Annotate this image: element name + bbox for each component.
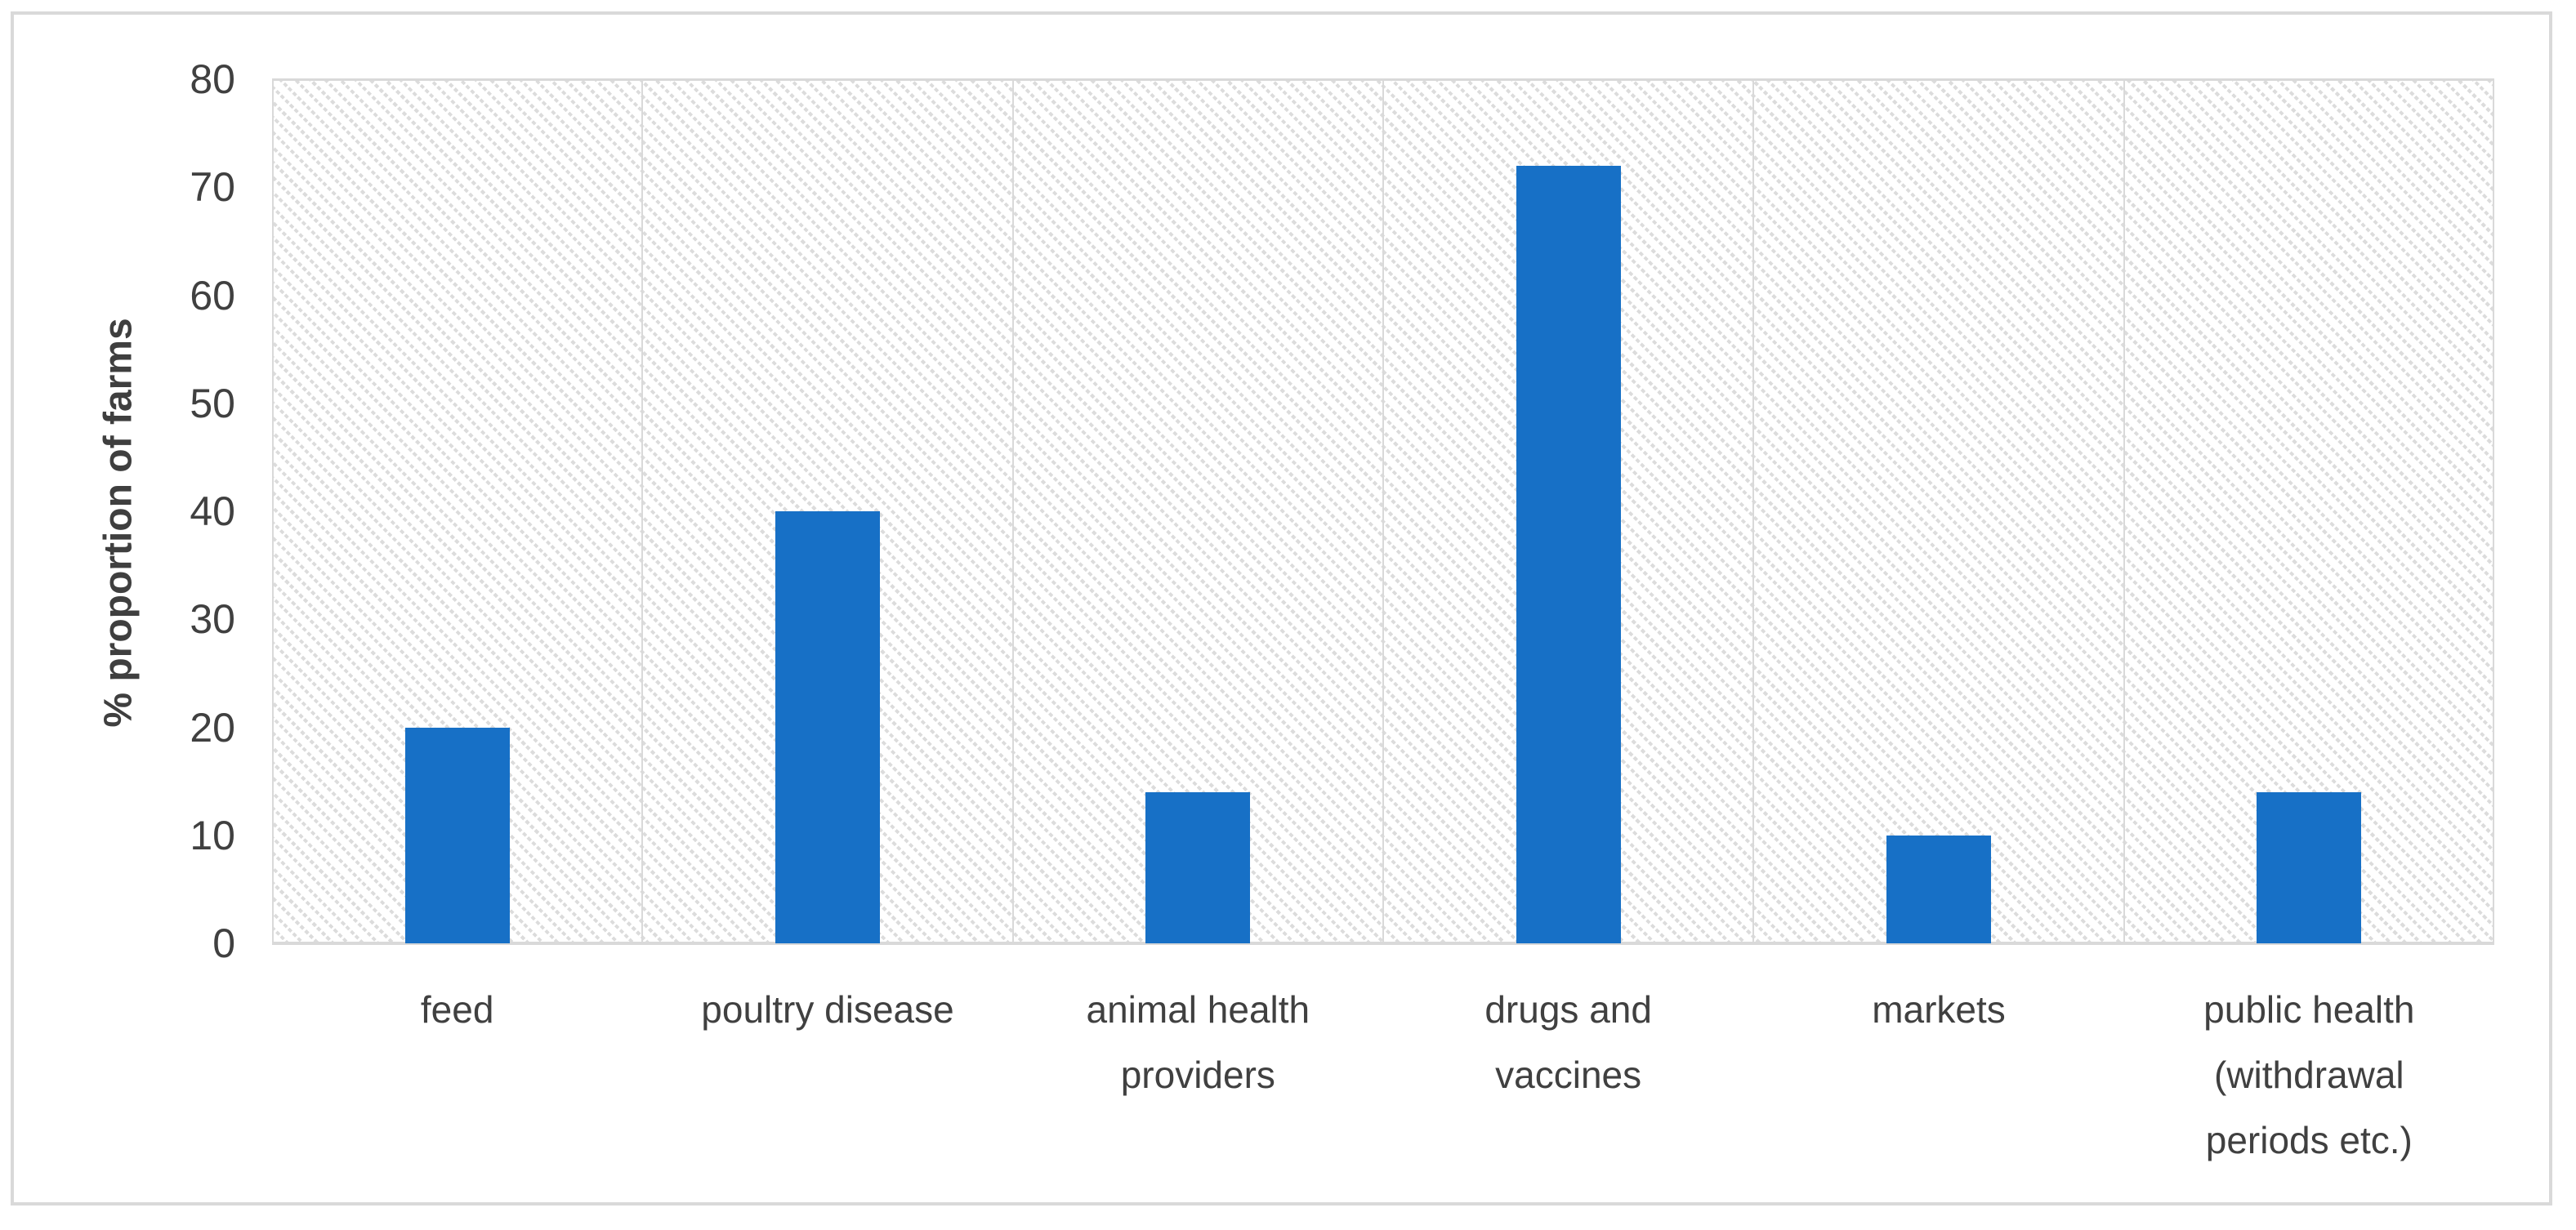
category-separator: [641, 79, 644, 943]
bar-animal-health-providers: [1145, 791, 1251, 943]
x-tick-label-line: vaccines: [1495, 1054, 1642, 1096]
y-tick-label-50: 50: [190, 380, 235, 426]
bar-drugs-and-vaccines: [1516, 165, 1621, 943]
x-tick-label-poultry-disease: poultry disease: [640, 977, 1016, 1042]
category-separator: [1382, 79, 1384, 943]
gridline-y-0: [272, 942, 2494, 945]
y-tick-label-60: 60: [190, 272, 235, 319]
category-separator: [1011, 79, 1014, 943]
x-tick-label-line: markets: [1872, 988, 2006, 1031]
x-tick-label-line: providers: [1120, 1054, 1275, 1096]
y-tick-label-10: 10: [190, 812, 235, 858]
x-tick-label-line: poultry disease: [701, 988, 954, 1031]
bar-feed: [404, 727, 510, 943]
bar-markets: [1886, 835, 1991, 943]
x-tick-label-line: drugs and: [1484, 988, 1652, 1031]
x-tick-label-line: (withdrawal: [2214, 1054, 2404, 1096]
x-tick-label-line: animal health: [1086, 988, 1310, 1031]
x-tick-label-animal-health-providers: animal health providers: [1010, 977, 1386, 1107]
y-tick-label-0: 0: [212, 920, 235, 966]
y-tick-label-20: 20: [190, 704, 235, 751]
category-separator: [2123, 79, 2125, 943]
x-tick-label-markets: markets: [1751, 977, 2127, 1042]
x-tick-label-line: periods etc.): [2205, 1119, 2413, 1161]
x-tick-label-drugs-and-vaccines: drugs and vaccines: [1381, 977, 1757, 1107]
y-tick-label-40: 40: [190, 488, 235, 534]
x-tick-label-feed: feed: [270, 977, 645, 1042]
bar-poultry-disease: [775, 511, 880, 943]
x-tick-label-line: feed: [420, 988, 494, 1031]
category-separator: [1752, 79, 1755, 943]
y-tick-label-80: 80: [190, 56, 235, 102]
x-tick-label-line: public health: [2203, 988, 2415, 1031]
y-tick-label-70: 70: [190, 164, 235, 211]
y-tick-label-30: 30: [190, 596, 235, 643]
bar-public-health-withdrawal-periods-etc-: [2257, 791, 2362, 943]
x-tick-label-public-health-withdrawal-periods-etc-: public health (withdrawal periods etc.): [2121, 977, 2497, 1173]
